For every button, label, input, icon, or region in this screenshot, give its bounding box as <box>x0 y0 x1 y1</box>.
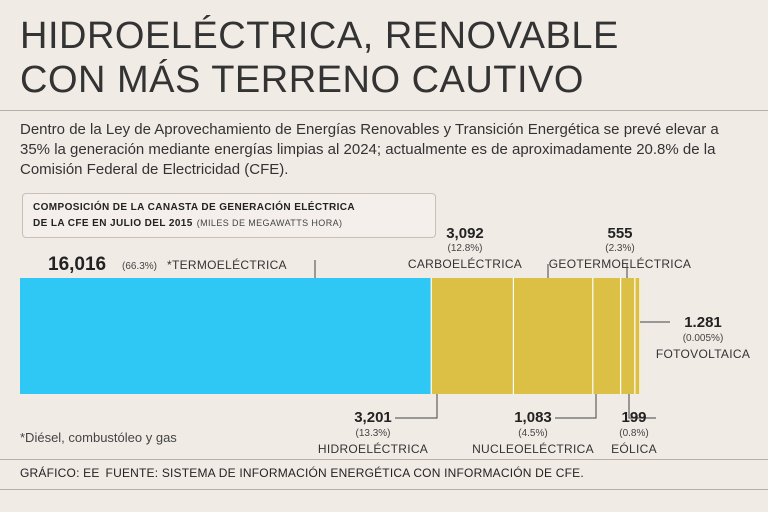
leader-nucleoelectrica <box>555 394 597 419</box>
value-termoelectrica: 16,016 <box>48 254 106 275</box>
chart-units: (MILES DE MEGAWATTS HORA) <box>196 218 343 228</box>
bar-termoelectrica <box>20 278 432 394</box>
pct-eolica: (0.8%) <box>619 428 648 439</box>
pct-nucleoelectrica: (4.5%) <box>518 428 547 439</box>
bar-eolica <box>634 278 640 394</box>
chart-subtitle-line-2: DE LA CFE EN JULIO DEL 2015 (MILES DE MEG… <box>33 218 342 229</box>
intro-paragraph: Dentro de la Ley de Aprovechamiento de E… <box>20 121 719 178</box>
value-carboelectrica: 3,092 <box>446 225 484 242</box>
name-carboelectrica: CARBOELÉCTRICA <box>408 256 522 271</box>
name-geotermoelectrica: GEOTERMOELÉCTRICA <box>549 256 691 271</box>
chart-subtitle-text: DE LA CFE EN JULIO DEL 2015 <box>33 218 193 229</box>
bar-nucleoelectrica <box>592 278 621 394</box>
value-nucleoelectrica: 1,083 <box>514 409 552 426</box>
chart-subtitle-box: COMPOSICIÓN DE LA CANASTA DE GENERACIÓN … <box>22 193 436 238</box>
name-termoelectrica: *TERMOELÉCTRICA <box>167 257 287 272</box>
chart-subtitle-line-1: COMPOSICIÓN DE LA CANASTA DE GENERACIÓN … <box>33 202 356 213</box>
name-nucleoelectrica: NUCLEOELÉCTRICA <box>472 441 594 456</box>
title-line-1: HIDROELÉCTRICA, RENOVABLE <box>20 15 619 57</box>
title-line-2: CON MÁS TERRENO CAUTIVO <box>20 59 584 101</box>
pct-geotermoelectrica: (2.3%) <box>605 243 634 254</box>
footer: GRÁFICO: EE FUENTE: SISTEMA DE INFORMACIÓ… <box>20 466 584 480</box>
footer-divider-bottom <box>0 489 768 490</box>
name-eolica: EÓLICA <box>611 441 657 456</box>
pct-carboelectrica: (12.8%) <box>447 243 482 254</box>
value-hidroelectrica: 3,201 <box>354 409 392 426</box>
footer-credit: GRÁFICO: EE <box>20 466 100 480</box>
footnote: *Diésel, combustóleo y gas <box>20 430 177 445</box>
name-fotovoltaica: FOTOVOLTAICA <box>656 347 750 361</box>
leader-eolica <box>628 394 656 419</box>
name-hidroelectrica: HIDROELÉCTRICA <box>318 441 428 456</box>
leader-hidroelectrica <box>395 394 438 419</box>
pct-fotovoltaica: (0.005%) <box>683 333 724 344</box>
value-fotovoltaica: 1.281 <box>684 314 722 331</box>
title-divider <box>0 110 768 111</box>
bar-carboelectrica <box>513 278 593 394</box>
pct-termoelectrica: (66.3%) <box>122 261 157 272</box>
value-geotermoelectrica: 555 <box>607 225 632 242</box>
bar-hidroelectrica <box>431 278 514 394</box>
value-eolica: 199 <box>621 409 646 426</box>
footer-source: FUENTE: SISTEMA DE INFORMACIÓN ENERGÉTIC… <box>105 466 584 480</box>
bar-geotermoelectrica <box>620 278 635 394</box>
page-title: HIDROELÉCTRICA, RENOVABLE CON MÁS TERREN… <box>20 14 760 102</box>
footer-divider-top <box>0 459 768 460</box>
pct-hidroelectrica: (13.3%) <box>355 428 390 439</box>
